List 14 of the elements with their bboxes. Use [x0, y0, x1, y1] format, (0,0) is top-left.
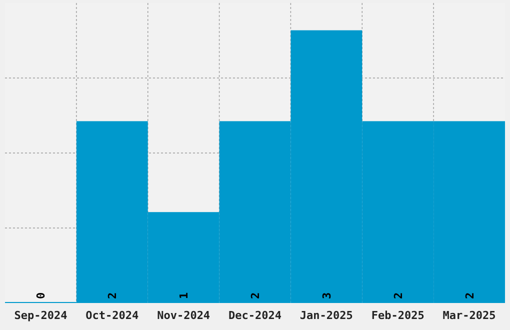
x-tick-label: Mar-2025 [442, 309, 496, 322]
x-tick-label: Nov-2024 [157, 309, 210, 322]
x-tick-label: Feb-2025 [371, 309, 424, 322]
data-label: 2 [106, 292, 120, 299]
x-tick-label: Oct-2024 [86, 309, 140, 322]
data-label: 3 [320, 292, 334, 299]
data-label: 2 [249, 292, 262, 299]
x-tick-label: Jan-2025 [300, 309, 353, 322]
x-tick-label: Sep-2024 [14, 309, 68, 322]
data-label: 2 [392, 292, 405, 299]
data-label: 1 [178, 292, 191, 299]
data-label: 2 [463, 292, 476, 299]
data-label: 0 [34, 292, 48, 299]
x-tick-label: Dec-2024 [228, 309, 282, 322]
